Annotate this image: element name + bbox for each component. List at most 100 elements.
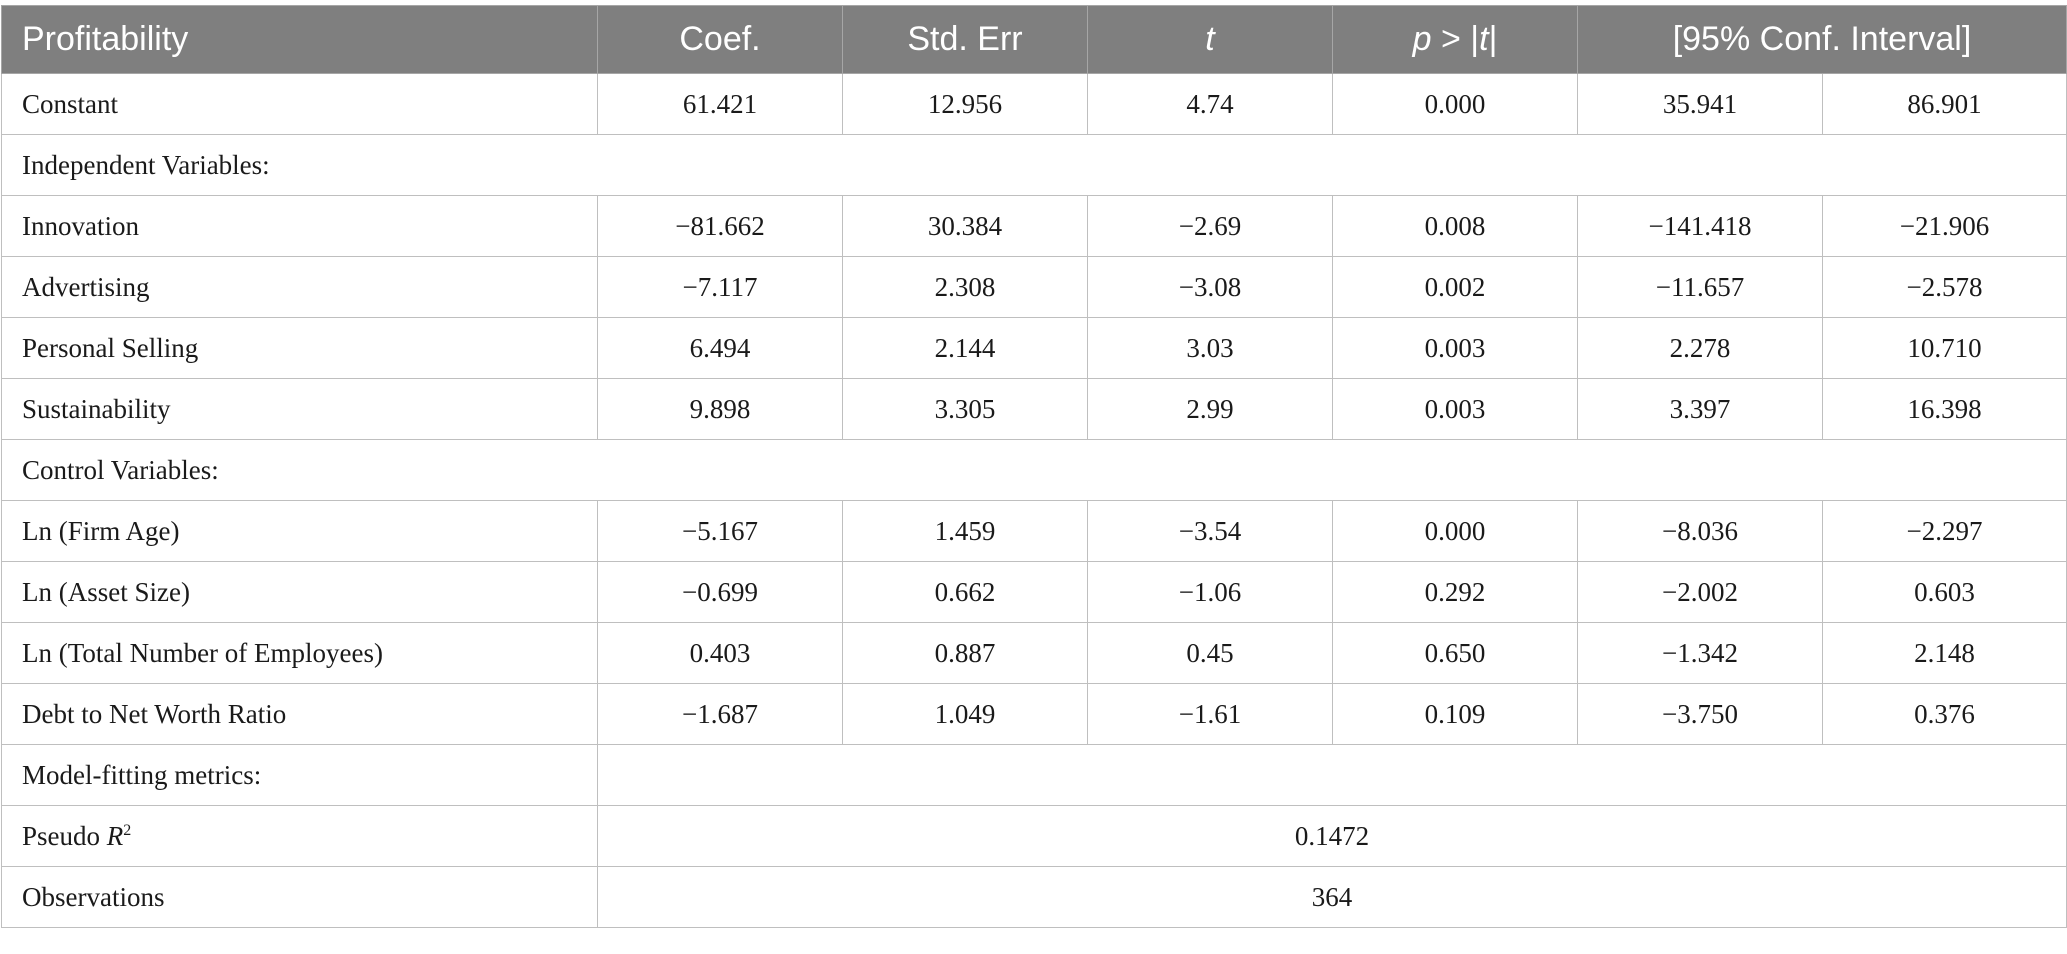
pseudo-r2-value: 0.1472	[596, 805, 2067, 867]
ci-high-cell: 86.901	[1821, 73, 2067, 135]
t-cell: 2.99	[1087, 378, 1333, 440]
coef-cell: 61.421	[597, 73, 843, 135]
ci-high-cell: 0.376	[1821, 683, 2067, 745]
row-label: Advertising	[1, 256, 598, 318]
row-label: Sustainability	[1, 378, 598, 440]
header-t: t	[1087, 5, 1333, 74]
ci-high-cell: 10.710	[1821, 317, 2067, 379]
header-p-t: t	[1479, 20, 1489, 58]
section-row-model: Model-fitting metrics:	[1, 744, 2067, 806]
std-err-cell: 0.887	[842, 622, 1088, 684]
table-row: Ln (Asset Size) −0.699 0.662 −1.06 0.292…	[1, 561, 2067, 623]
pseudo-label: Pseudo	[22, 820, 107, 851]
ci-low-cell: −2.002	[1577, 561, 1823, 623]
coef-cell: 9.898	[597, 378, 843, 440]
section-label: Model-fitting metrics:	[1, 744, 598, 806]
ci-high-cell: 2.148	[1821, 622, 2067, 684]
p-cell: 0.650	[1332, 622, 1578, 684]
std-err-cell: 2.308	[842, 256, 1088, 318]
ci-low-cell: 2.278	[1577, 317, 1823, 379]
std-err-cell: 2.144	[842, 317, 1088, 379]
table-row: Ln (Firm Age) −5.167 1.459 −3.54 0.000 −…	[1, 500, 2067, 562]
t-cell: −3.54	[1087, 500, 1333, 562]
ci-low-cell: −1.342	[1577, 622, 1823, 684]
t-cell: 4.74	[1087, 73, 1333, 135]
header-std-err: Std. Err	[842, 5, 1088, 74]
r-superscript: 2	[123, 821, 132, 839]
coef-cell: 6.494	[597, 317, 843, 379]
p-cell: 0.002	[1332, 256, 1578, 318]
empty-cell	[596, 744, 2067, 806]
constant-row: Constant 61.421 12.956 4.74 0.000 35.941…	[1, 73, 2067, 135]
p-cell: 0.292	[1332, 561, 1578, 623]
t-cell: 0.45	[1087, 622, 1333, 684]
p-cell: 0.109	[1332, 683, 1578, 745]
ci-high-cell: 16.398	[1821, 378, 2067, 440]
table-row: Debt to Net Worth Ratio −1.687 1.049 −1.…	[1, 683, 2067, 745]
header-p-letter: p	[1412, 20, 1432, 58]
header-profitability: Profitability	[1, 5, 598, 74]
header-coef: Coef.	[597, 5, 843, 74]
observations-value: 364	[596, 866, 2067, 928]
std-err-cell: 3.305	[842, 378, 1088, 440]
t-cell: 3.03	[1087, 317, 1333, 379]
table-row: Innovation −81.662 30.384 −2.69 0.008 −1…	[1, 195, 2067, 257]
coef-cell: 0.403	[597, 622, 843, 684]
t-cell: −1.61	[1087, 683, 1333, 745]
row-label: Personal Selling	[1, 317, 598, 379]
t-cell: −3.08	[1087, 256, 1333, 318]
row-label: Debt to Net Worth Ratio	[1, 683, 598, 745]
regression-table: Profitability Coef. Std. Err t p > |t| […	[0, 5, 2067, 928]
header-p-op: > |	[1431, 20, 1480, 58]
p-cell: 0.008	[1332, 195, 1578, 257]
ci-low-cell: −11.657	[1577, 256, 1823, 318]
section-row-control: Control Variables:	[0, 439, 2067, 501]
p-cell: 0.000	[1332, 500, 1578, 562]
row-label: Observations	[1, 866, 598, 928]
coef-cell: −0.699	[597, 561, 843, 623]
ci-low-cell: −3.750	[1577, 683, 1823, 745]
row-label: Ln (Total Number of Employees)	[1, 622, 598, 684]
ci-high-cell: −2.297	[1821, 500, 2067, 562]
std-err-cell: 1.049	[842, 683, 1088, 745]
row-label: Innovation	[1, 195, 598, 257]
table-row: Personal Selling 6.494 2.144 3.03 0.003 …	[1, 317, 2067, 379]
ci-low-cell: −141.418	[1577, 195, 1823, 257]
ci-low-cell: 3.397	[1577, 378, 1823, 440]
ci-high-cell: −21.906	[1821, 195, 2067, 257]
section-row-independent: Independent Variables:	[0, 134, 2067, 196]
std-err-cell: 30.384	[842, 195, 1088, 257]
p-cell: 0.000	[1332, 73, 1578, 135]
std-err-cell: 0.662	[842, 561, 1088, 623]
ci-high-cell: −2.578	[1821, 256, 2067, 318]
coef-cell: −81.662	[597, 195, 843, 257]
row-label: Pseudo R2	[1, 805, 598, 867]
coef-cell: −5.167	[597, 500, 843, 562]
coef-cell: −1.687	[597, 683, 843, 745]
row-label: Ln (Asset Size)	[1, 561, 598, 623]
ci-high-cell: 0.603	[1821, 561, 2067, 623]
pseudo-r2-row: Pseudo R2 0.1472	[1, 805, 2067, 867]
table-row: Advertising −7.117 2.308 −3.08 0.002 −11…	[1, 256, 2067, 318]
p-cell: 0.003	[1332, 378, 1578, 440]
table-row: Sustainability 9.898 3.305 2.99 0.003 3.…	[1, 378, 2067, 440]
header-p-value: p > |t|	[1332, 5, 1578, 74]
observations-row: Observations 364	[1, 866, 2067, 928]
p-cell: 0.003	[1332, 317, 1578, 379]
header-p-close: |	[1488, 20, 1498, 58]
header-conf-interval: [95% Conf. Interval]	[1576, 5, 2067, 74]
r-letter: R	[106, 820, 124, 851]
row-label: Ln (Firm Age)	[1, 500, 598, 562]
section-label: Independent Variables:	[0, 134, 2067, 196]
ci-low-cell: 35.941	[1577, 73, 1823, 135]
coef-cell: −7.117	[597, 256, 843, 318]
section-label: Control Variables:	[0, 439, 2067, 501]
std-err-cell: 12.956	[842, 73, 1088, 135]
t-cell: −1.06	[1087, 561, 1333, 623]
header-row: Profitability Coef. Std. Err t p > |t| […	[1, 5, 2067, 74]
ci-low-cell: −8.036	[1577, 500, 1823, 562]
std-err-cell: 1.459	[842, 500, 1088, 562]
t-cell: −2.69	[1087, 195, 1333, 257]
row-label: Constant	[1, 73, 598, 135]
table-row: Ln (Total Number of Employees) 0.403 0.8…	[1, 622, 2067, 684]
